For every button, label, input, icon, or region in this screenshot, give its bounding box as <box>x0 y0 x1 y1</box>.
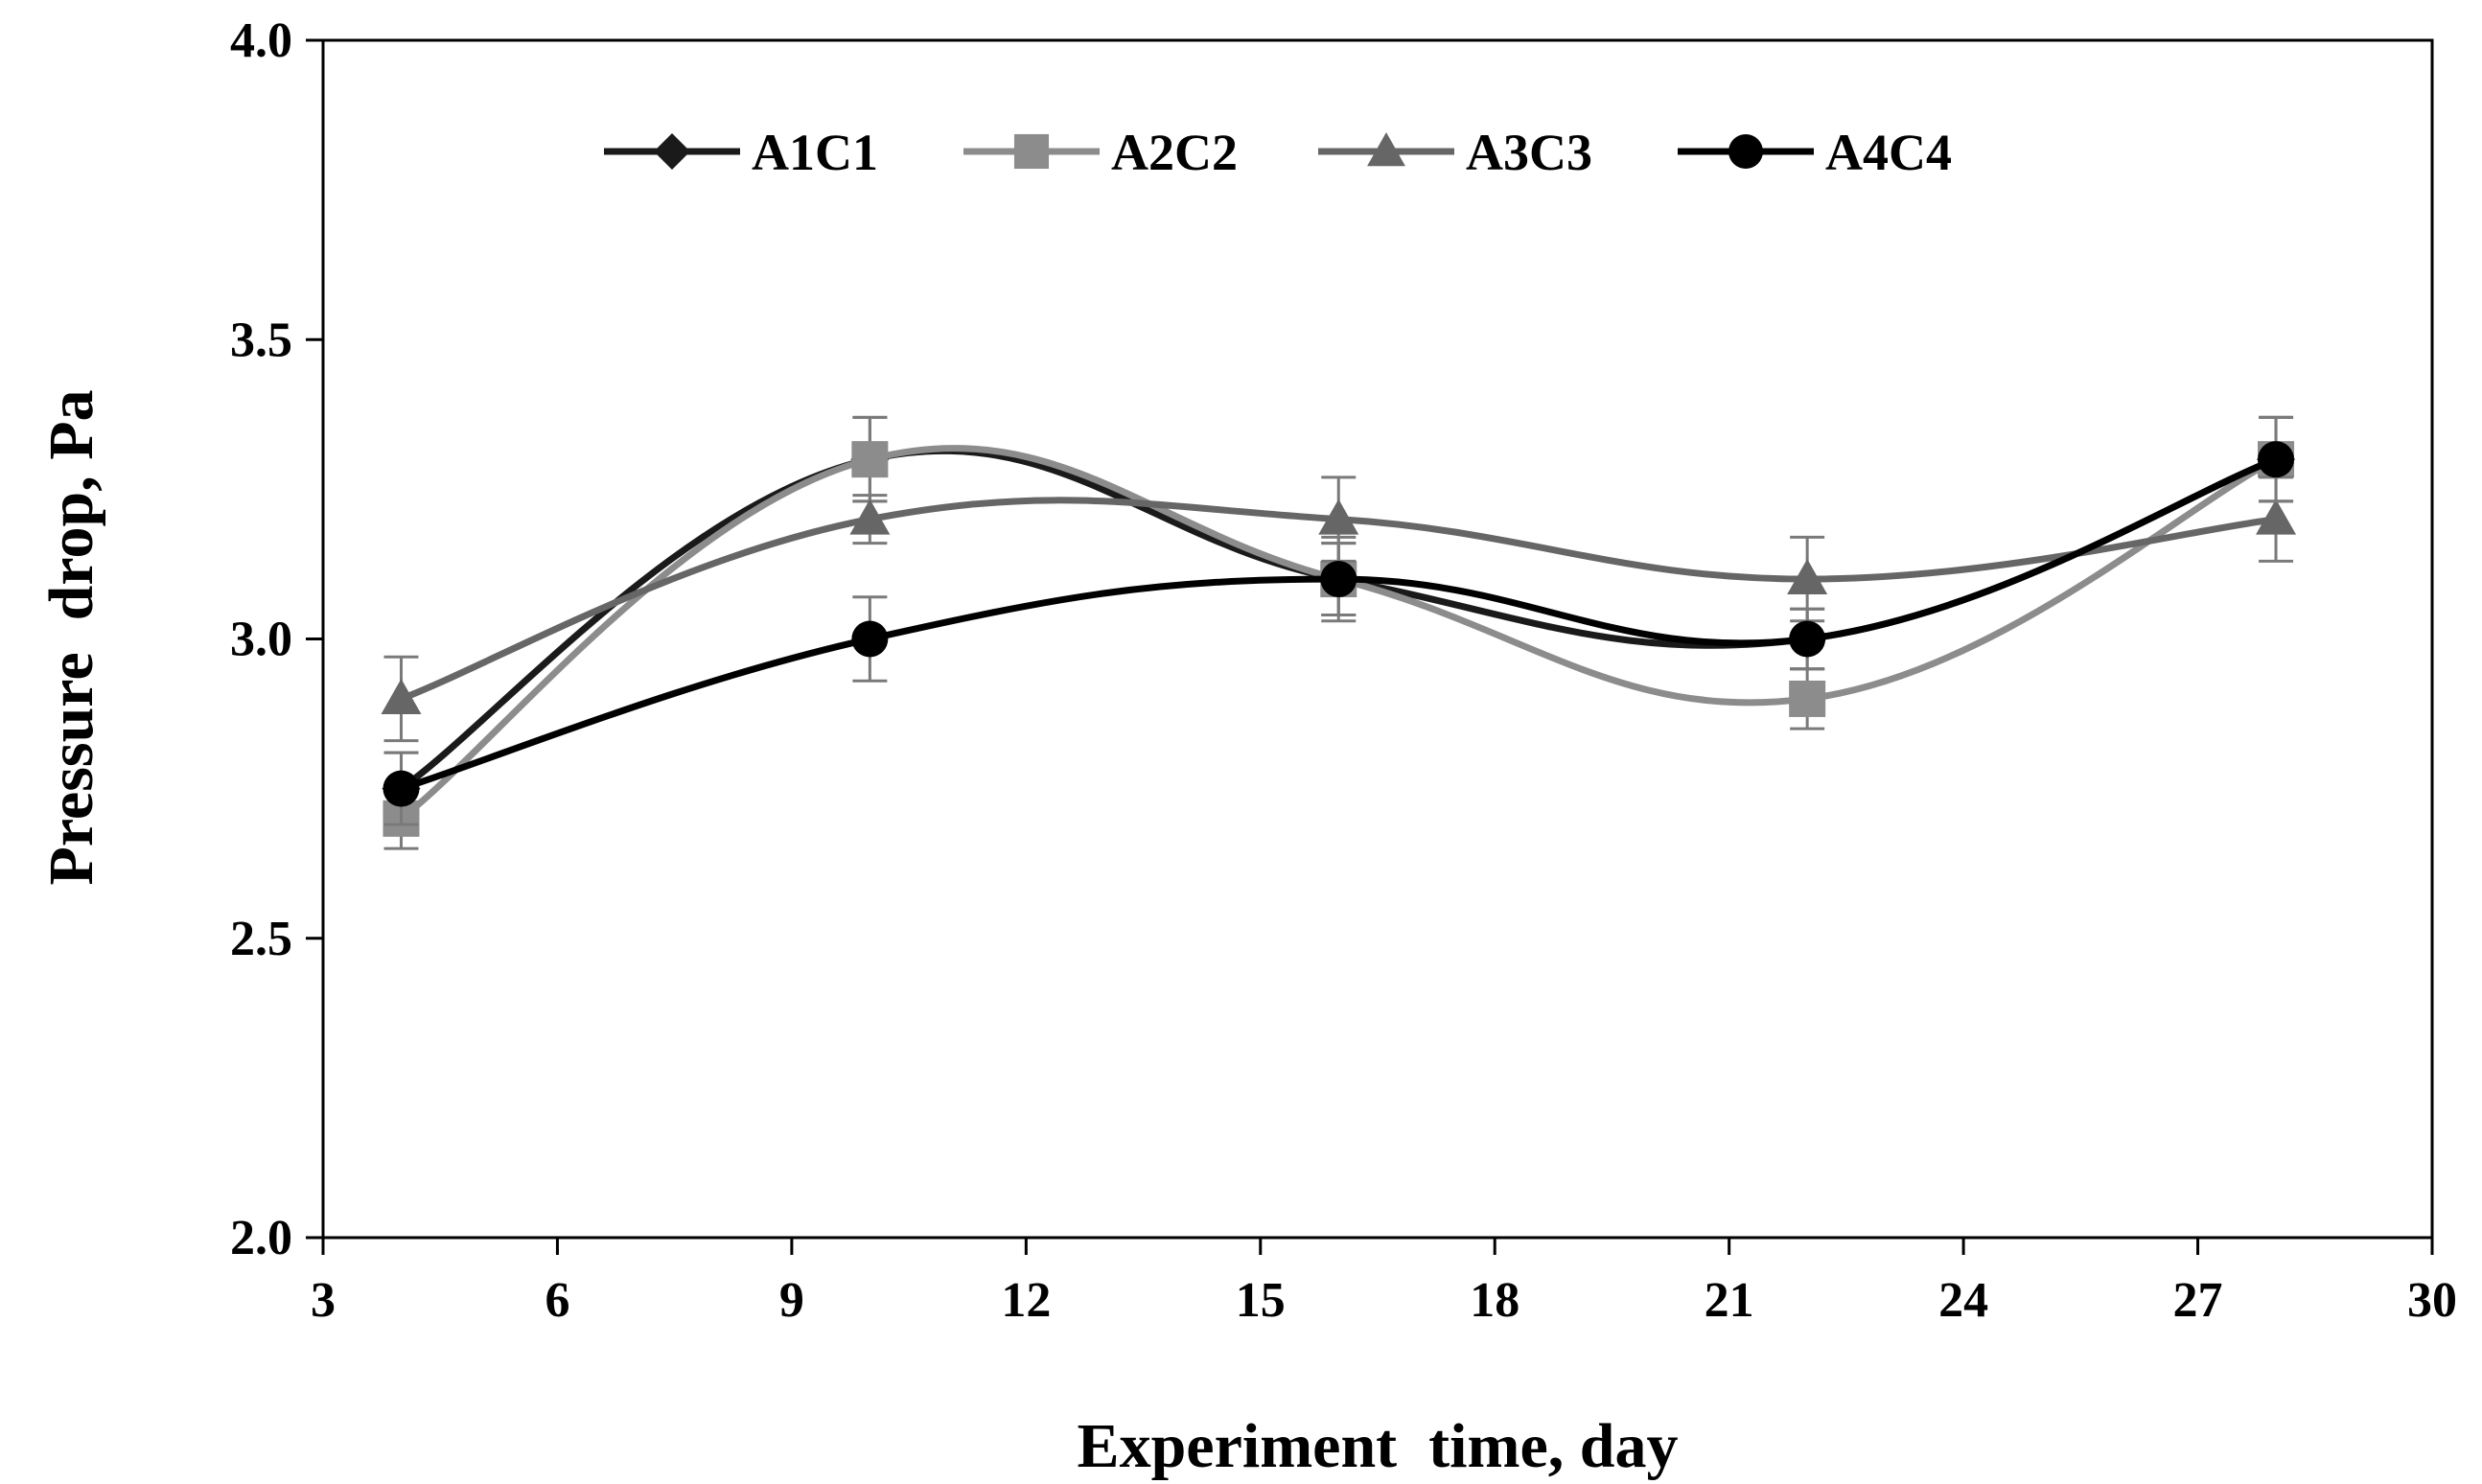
y-tick-label: 4.0 <box>230 13 292 68</box>
data-point-a4c4 <box>1320 561 1357 598</box>
data-point-a2c2 <box>851 441 889 478</box>
data-point-a3c3 <box>849 499 891 535</box>
series-a3c3 <box>381 475 2297 743</box>
y-tick-label: 2.5 <box>230 912 292 966</box>
data-point-a4c4 <box>2258 441 2295 478</box>
x-tick-label: 21 <box>1705 1273 1754 1328</box>
data-point-a2c2 <box>1789 680 1826 717</box>
data-point-a3c3 <box>1318 499 1359 535</box>
x-tick-label: 18 <box>1470 1273 1519 1328</box>
x-tick-label: 9 <box>779 1273 804 1328</box>
data-point-a4c4 <box>383 770 420 807</box>
legend-label: A1C1 <box>752 124 878 181</box>
y-axis-title: Pressure drop, Pa <box>36 389 106 885</box>
data-point-a4c4 <box>1789 620 1826 658</box>
data-point-a3c3 <box>381 678 422 714</box>
legend-item-a3c3: A3C3 <box>1318 124 1592 181</box>
data-point-a3c3 <box>1787 559 1828 595</box>
data-point-a3c3 <box>2256 499 2297 535</box>
x-tick-label: 30 <box>2407 1273 2457 1328</box>
x-tick-label: 15 <box>1236 1273 1286 1328</box>
legend-marker-a1c1 <box>654 133 690 170</box>
x-axis-title: Experiment time, day <box>1078 1411 1679 1481</box>
legend-marker-a4c4 <box>1728 134 1763 169</box>
plot-area <box>321 38 2434 1240</box>
legend: A1C1 A2C2 A3C3 A4C4 <box>604 124 1952 181</box>
x-tick-label: 6 <box>545 1273 569 1328</box>
tick-label-layer: 3 6 9 12 15 18 21 24 27 30 2.0 2.5 3.0 3.5 4.0 <box>230 13 2457 1328</box>
x-tick-label: 3 <box>311 1273 336 1328</box>
tick-layer <box>306 38 2434 1255</box>
x-tick-label: 27 <box>2173 1273 2223 1328</box>
series-layer <box>381 415 2297 850</box>
data-point-a4c4 <box>851 620 889 658</box>
y-tick-label: 3.5 <box>230 313 292 367</box>
legend-item-a4c4: A4C4 <box>1678 124 1952 181</box>
x-tick-label: 12 <box>1001 1273 1051 1328</box>
legend-marker-a2c2 <box>1013 133 1050 170</box>
legend-marker-a3c3 <box>1367 132 1405 167</box>
y-tick-label: 2.0 <box>230 1211 292 1265</box>
legend-item-a2c2: A2C2 <box>963 124 1238 181</box>
x-tick-label: 24 <box>1938 1273 1988 1328</box>
y-tick-label: 3.0 <box>230 613 292 667</box>
legend-label: A3C3 <box>1466 124 1592 181</box>
legend-label: A2C2 <box>1111 124 1238 181</box>
legend-label: A4C4 <box>1825 124 1952 181</box>
legend-item-a1c1: A1C1 <box>604 124 878 181</box>
series-a4c4 <box>383 415 2295 826</box>
